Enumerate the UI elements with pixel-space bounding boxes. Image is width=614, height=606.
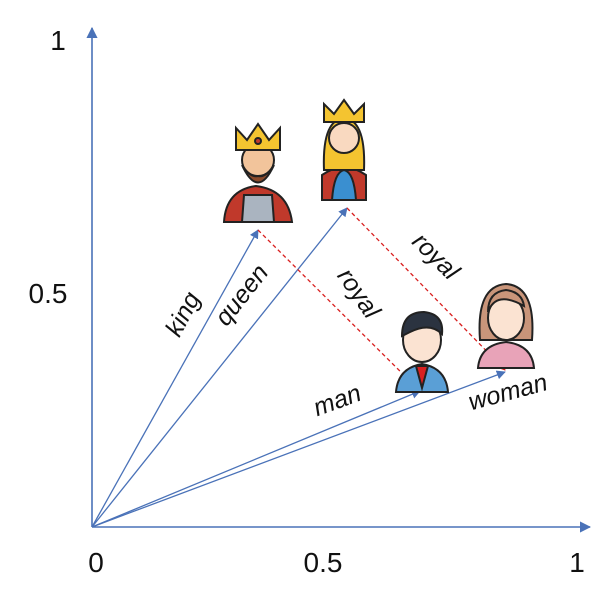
x-tick-label: 1: [569, 547, 585, 578]
y-tick-label: 0.5: [29, 278, 68, 309]
vector: [91, 389, 421, 528]
queen-icon: [321, 98, 367, 201]
king-icon: [222, 122, 294, 223]
man-icon: [394, 310, 450, 393]
vector: [91, 207, 348, 528]
vector-label: queen: [209, 259, 274, 331]
vector-label: man: [310, 379, 365, 422]
relation-label: royal: [407, 227, 466, 286]
vector: [91, 370, 506, 528]
relation-arrow: [257, 229, 421, 392]
x-tick-label: 0.5: [304, 547, 343, 578]
vector-label: woman: [465, 368, 550, 416]
relation-arrow: [346, 207, 506, 371]
vector: [91, 229, 259, 528]
vector-label: king: [160, 287, 206, 341]
relation-label: royal: [332, 263, 387, 325]
woman-icon: [476, 282, 536, 369]
y-tick-label: 1: [50, 25, 66, 56]
origin-label: 0: [88, 547, 104, 578]
